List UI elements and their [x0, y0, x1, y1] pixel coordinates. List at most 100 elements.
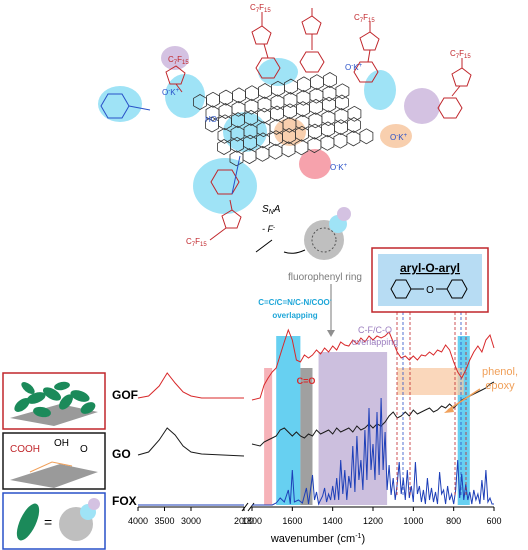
tick-label: 3000 — [181, 516, 201, 526]
honeycomb-cell — [283, 78, 298, 95]
honeycomb-cell — [257, 107, 271, 124]
legend-panel-gof — [2, 372, 106, 430]
honeycomb-cell — [296, 76, 311, 93]
phenol-arrow — [447, 388, 481, 411]
spectra — [137, 328, 495, 506]
honeycomb-cell — [295, 114, 310, 131]
honeycomb-cell — [308, 112, 323, 129]
honeycomb-cell — [307, 137, 322, 154]
x-axis-label: wavenumber (cm-1) — [270, 533, 365, 545]
honeycomb-cell — [243, 134, 257, 151]
highlight-blob — [299, 149, 331, 179]
honeycomb-cell — [255, 145, 270, 162]
band-label-co: C=O — [297, 376, 316, 386]
svg-text:O-K+: O-K+ — [330, 163, 348, 172]
tick-label: 3500 — [154, 516, 174, 526]
honeycomb-cell — [346, 117, 361, 133]
legend-panel-fox: = — [2, 492, 106, 550]
honeycomb-cell — [308, 98, 323, 115]
tick-label: 4000 — [128, 516, 148, 526]
oh-label: OH — [54, 438, 69, 449]
honeycomb-cell — [270, 105, 284, 122]
honeycomb-cell — [320, 134, 335, 151]
honeycomb-cell — [333, 132, 348, 149]
honeycomb-cell — [321, 110, 336, 127]
honeycomb-cell — [335, 83, 350, 100]
legend-panel-go: COOH OH O — [2, 432, 106, 490]
honeycomb-cell — [334, 108, 349, 124]
honeycomb-cell — [244, 98, 259, 115]
honeycomb-cell — [334, 94, 349, 111]
svg-text:O-K+: O-K+ — [162, 88, 180, 97]
honeycomb-cell — [322, 85, 337, 102]
graphene-honeycomb — [193, 72, 374, 167]
svg-text:C7F15: C7F15 — [354, 13, 375, 24]
c7f15-labels: C7F15 C7F15 C7F15 C7F15 C7F15 — [168, 3, 471, 248]
honeycomb-cell — [193, 94, 207, 110]
honeycomb-cell — [217, 139, 231, 155]
honeycomb-cell — [245, 85, 259, 102]
honeycomb-cell — [333, 119, 348, 136]
fluorophenyl-ring-blue — [100, 93, 241, 195]
reaction-f-label: - F- — [262, 224, 275, 234]
fluorophenyl-dashed-ring — [311, 227, 337, 253]
tick-label: 1200 — [363, 516, 383, 526]
honeycomb-cell — [347, 105, 362, 122]
band-label-cf: C-F/C-O — [358, 325, 392, 335]
honeycomb-cell — [296, 89, 311, 106]
honeycomb-cell — [321, 96, 336, 113]
highlight-blob — [223, 112, 267, 152]
honeycomb-cell — [258, 83, 272, 99]
svg-text:O-K+: O-K+ — [390, 133, 408, 142]
cooh-label: COOH — [10, 444, 40, 455]
honeycomb-cell — [309, 74, 324, 91]
aryl-o-aryl-label: aryl-O-aryl — [400, 261, 460, 275]
honeycomb-cell — [229, 150, 244, 167]
reaction-arrow — [255, 239, 273, 253]
svg-text:HO: HO — [205, 115, 217, 124]
honeycomb-cell — [270, 80, 285, 97]
assignment-bands — [264, 336, 470, 505]
blue-guide-lines — [402, 312, 462, 495]
tick-label: 600 — [486, 516, 501, 526]
series-label-go: GO — [112, 447, 131, 461]
reaction-sn-label: SNA — [262, 204, 281, 216]
honeycomb-cell — [268, 143, 283, 160]
honeycomb-cell — [257, 96, 272, 113]
honeycomb-cell — [205, 105, 220, 122]
ion-labels: O-K+ O-K+ O-K+ O-K+ HO — [162, 63, 408, 172]
axis-break — [247, 502, 255, 512]
equals-sign: = — [44, 514, 52, 530]
honeycomb-cell — [282, 116, 297, 133]
band-label-epoxy: epoxy — [485, 380, 515, 392]
honeycomb-cell — [206, 91, 220, 108]
honeycomb-cell — [242, 148, 257, 165]
band-1 — [276, 336, 301, 505]
series-line-go — [137, 381, 495, 457]
honeycomb-cell — [205, 116, 219, 133]
honeycomb-cell — [218, 114, 232, 131]
svg-text:C7F15: C7F15 — [250, 3, 271, 14]
honeycomb-cell — [269, 130, 283, 147]
honeycomb-cell — [232, 87, 246, 104]
tick-label: 1800 — [242, 516, 262, 526]
honeycomb-cell — [307, 123, 322, 140]
band-label-ccn-overlap: overlapping — [272, 311, 317, 320]
honeycomb-cell — [309, 87, 324, 104]
svg-text:C7F15: C7F15 — [186, 237, 207, 248]
fluorophenyl-icon-highlight — [337, 207, 351, 221]
honeycomb-cell — [320, 121, 335, 138]
series-line-gof — [137, 328, 495, 401]
tick-label: 800 — [446, 516, 461, 526]
fluorophenyl-pointer-head — [327, 330, 335, 337]
honeycomb-cell — [231, 100, 246, 117]
svg-text:C7F15: C7F15 — [168, 55, 189, 66]
honeycomb-cell — [243, 123, 258, 140]
oxadiazole-groups — [165, 8, 472, 241]
ether-oxygen: O — [426, 285, 434, 296]
fluorophenyl-arrow — [283, 249, 306, 254]
tick-label: 1000 — [403, 516, 423, 526]
phenol-arrow-head — [444, 406, 454, 413]
